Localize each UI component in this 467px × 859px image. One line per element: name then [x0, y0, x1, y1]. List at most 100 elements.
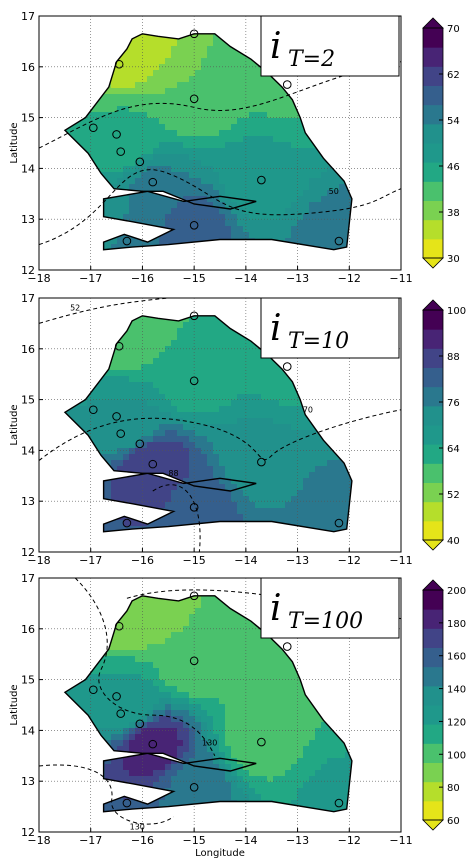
y-tick-label: 17	[21, 292, 35, 305]
colorbar-tick-label: 38	[447, 208, 460, 219]
colorbar-tick-label: 60	[447, 816, 460, 827]
axes: −18 −17 −16 −15 −14 −13 −12 −11 12 13 14 15 16 17 Lati…	[9, 10, 413, 285]
station-marker	[282, 80, 292, 89]
station-marker	[148, 459, 158, 469]
station-marker	[334, 798, 344, 808]
station-marker	[114, 341, 124, 351]
y-tick-label: 13	[21, 213, 35, 226]
x-tick-label: −17	[79, 834, 102, 847]
panel-title: i T=10	[260, 297, 400, 359]
x-tick-label: −17	[79, 272, 102, 285]
station-marker	[122, 798, 132, 808]
colorbar-tick-label: 120	[447, 717, 466, 728]
y-tick-label: 15	[21, 394, 35, 407]
x-tick-label: −16	[131, 834, 154, 847]
station-marker	[189, 502, 199, 512]
colorbar-tick-label: 70	[447, 24, 460, 35]
y-tick-label: 12	[21, 264, 35, 277]
contour-label: 70	[303, 405, 313, 414]
x-axis-label: Longitude	[195, 848, 245, 859]
colorbar-tick-label: 52	[447, 490, 460, 501]
station-marker	[282, 362, 292, 371]
dashed-contours	[38, 61, 402, 246]
colorbar-tick-label: 46	[447, 162, 460, 173]
station-marker	[257, 175, 266, 185]
station-marker	[148, 177, 158, 187]
station-marker	[116, 147, 126, 156]
x-tick-label: −12	[338, 272, 361, 285]
y-tick-label: 14	[21, 162, 35, 175]
panel-title: i T=100	[260, 577, 400, 639]
colorbar-tick-label: 88	[447, 352, 460, 363]
station-marker	[189, 311, 199, 321]
colorbar-tick-label: 76	[447, 398, 460, 409]
map-panel-3: 130 130 i T=100 −18 −17 −16 −15 −14 −13 −12 −11 12 13…	[9, 572, 466, 859]
y-axis-label: Latitude	[9, 404, 20, 445]
station-marker	[189, 220, 199, 230]
station-marker	[282, 642, 292, 651]
country-outline	[63, 595, 353, 813]
x-tick-label: −18	[27, 834, 50, 847]
colorbar-tick-label: 30	[447, 254, 460, 265]
x-tick-label: −15	[183, 834, 206, 847]
y-tick-label: 16	[21, 343, 35, 356]
axes: −18 −17 −16 −15 −14 −13 −12 −11 12 13 14 15 16 17 Lati…	[9, 292, 413, 567]
colorbar: 60 80 100 120 140 160 180 200	[422, 579, 466, 831]
colorbar-tick-label: 54	[447, 116, 460, 127]
x-tick-label: −13	[286, 272, 309, 285]
map-panel-1: 50 i T=2 −18 −17 −16 −15 −14 −13 −12 −11 12 13 14 15 16…	[9, 10, 460, 285]
y-tick-label: 12	[21, 826, 35, 839]
station-marker	[334, 236, 344, 246]
contour-label: 130	[130, 822, 145, 831]
country-outline	[63, 315, 353, 533]
colorbar-tick-label: 80	[447, 783, 460, 794]
colorbar-tick-label: 160	[447, 652, 466, 663]
x-tick-label: −12	[338, 834, 361, 847]
x-tick-label: −11	[389, 272, 412, 285]
station-marker	[112, 412, 121, 421]
x-tick-label: −13	[286, 554, 309, 567]
stations	[89, 591, 344, 808]
y-tick-label: 14	[21, 444, 35, 457]
station-marker	[116, 429, 126, 438]
colorbar-tick-label: 200	[447, 586, 466, 597]
colorbar: 30 38 46 54 62 70	[422, 17, 460, 269]
x-tick-label: −18	[27, 272, 50, 285]
y-tick-label: 17	[21, 10, 35, 23]
x-tick-label: −11	[389, 834, 412, 847]
station-marker	[257, 457, 266, 467]
station-marker	[257, 737, 266, 747]
station-marker	[148, 739, 158, 749]
station-marker	[189, 656, 199, 666]
x-tick-label: −15	[183, 272, 206, 285]
station-marker	[122, 518, 132, 528]
y-axis-label: Latitude	[9, 684, 20, 725]
station-marker	[89, 405, 98, 415]
y-tick-label: 13	[21, 495, 35, 508]
axes: −18 −17 −16 −15 −14 −13 −12 −11 12 13 14 15 16 17 Lati…	[9, 572, 413, 859]
y-tick-label: 15	[21, 674, 35, 687]
station-marker	[334, 518, 344, 528]
x-tick-label: −18	[27, 554, 50, 567]
station-marker	[122, 236, 132, 246]
panel-title: i T=2	[260, 15, 400, 77]
contour-label: 52	[70, 304, 80, 313]
station-marker	[189, 591, 199, 601]
colorbar-tick-label: 180	[447, 619, 466, 630]
x-tick-label: −14	[234, 272, 257, 285]
station-marker	[189, 29, 199, 39]
y-tick-label: 14	[21, 724, 35, 737]
map-panel-2: 52 70 88 i T=10 −18 −17 −16 −15 −14 −13 −12 −11 12 13 1…	[9, 292, 466, 567]
station-marker	[114, 59, 124, 69]
x-tick-label: −15	[183, 554, 206, 567]
colorbar-tick-label: 100	[447, 750, 466, 761]
station-marker	[89, 685, 98, 695]
station-marker	[189, 782, 199, 792]
station-marker	[135, 439, 145, 449]
x-tick-label: −11	[389, 554, 412, 567]
contour-label: 130	[202, 739, 217, 748]
station-marker	[89, 123, 98, 133]
y-axis-label: Latitude	[9, 122, 20, 163]
country-outline	[63, 33, 353, 251]
